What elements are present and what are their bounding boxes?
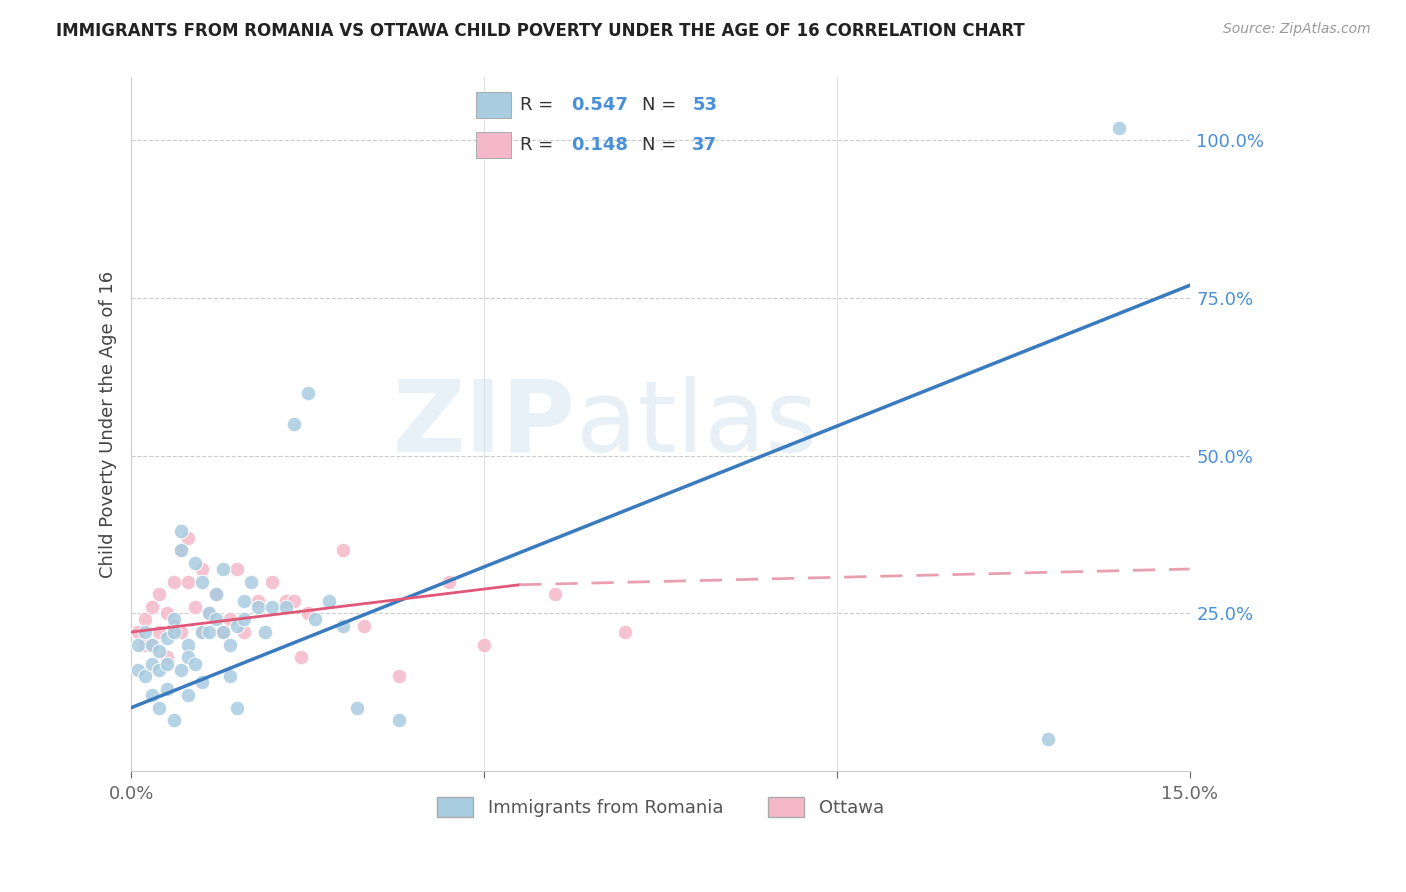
Point [176, 638, 198, 652]
Point [318, 593, 340, 607]
Point [233, 593, 256, 607]
Point [148, 700, 170, 714]
Point [205, 612, 228, 626]
Point [276, 593, 298, 607]
Point [184, 556, 207, 570]
Point [127, 625, 149, 640]
Point [134, 669, 156, 683]
Point [184, 599, 207, 614]
Point [148, 587, 170, 601]
Point [219, 669, 242, 683]
Point [297, 385, 319, 400]
Point [247, 593, 270, 607]
Point [176, 688, 198, 702]
Point [162, 625, 184, 640]
Point [198, 606, 221, 620]
Point [212, 625, 235, 640]
Point [233, 612, 256, 626]
Point [276, 599, 298, 614]
Point [388, 713, 411, 727]
Point [283, 593, 305, 607]
Point [191, 625, 214, 640]
Point [162, 574, 184, 589]
Point [219, 638, 242, 652]
Point [155, 657, 177, 671]
Point [205, 587, 228, 601]
Point [191, 574, 214, 589]
Point [141, 638, 163, 652]
Point [191, 675, 214, 690]
Point [162, 619, 184, 633]
Text: Source: ZipAtlas.com: Source: ZipAtlas.com [1223, 22, 1371, 37]
Point [353, 619, 375, 633]
Text: ZIP: ZIP [392, 376, 575, 473]
Point [169, 524, 191, 539]
Point [148, 644, 170, 658]
Point [233, 625, 256, 640]
Point [155, 632, 177, 646]
Point [198, 606, 221, 620]
Point [191, 562, 214, 576]
Point [148, 663, 170, 677]
Point [247, 599, 270, 614]
Point [219, 612, 242, 626]
Point [127, 638, 149, 652]
Point [169, 625, 191, 640]
Point [290, 650, 312, 665]
Point [262, 599, 284, 614]
Point [155, 681, 177, 696]
Point [162, 612, 184, 626]
Point [198, 625, 221, 640]
Point [184, 657, 207, 671]
Point [262, 574, 284, 589]
Point [127, 663, 149, 677]
Point [176, 531, 198, 545]
Point [297, 606, 319, 620]
Point [614, 625, 637, 640]
Point [304, 612, 326, 626]
Point [212, 562, 235, 576]
Y-axis label: Child Poverty Under the Age of 16: Child Poverty Under the Age of 16 [100, 270, 117, 578]
Point [134, 638, 156, 652]
Point [226, 700, 249, 714]
Point [332, 619, 354, 633]
Point [155, 606, 177, 620]
Point [205, 587, 228, 601]
Text: atlas: atlas [575, 376, 817, 473]
Point [346, 700, 368, 714]
Point [543, 587, 565, 601]
Point [169, 543, 191, 558]
Point [141, 638, 163, 652]
Point [169, 663, 191, 677]
Point [148, 625, 170, 640]
Legend: Immigrants from Romania, Ottawa: Immigrants from Romania, Ottawa [430, 789, 891, 824]
Point [472, 638, 495, 652]
Point [1108, 120, 1130, 135]
Point [162, 713, 184, 727]
Point [283, 417, 305, 431]
Point [212, 625, 235, 640]
Point [388, 669, 411, 683]
Point [254, 625, 277, 640]
Point [141, 688, 163, 702]
Point [240, 574, 263, 589]
Point [226, 619, 249, 633]
Point [176, 574, 198, 589]
Text: IMMIGRANTS FROM ROMANIA VS OTTAWA CHILD POVERTY UNDER THE AGE OF 16 CORRELATION : IMMIGRANTS FROM ROMANIA VS OTTAWA CHILD … [56, 22, 1025, 40]
Point [134, 625, 156, 640]
Point [176, 650, 198, 665]
Point [332, 543, 354, 558]
Point [191, 625, 214, 640]
Point [155, 650, 177, 665]
Point [1038, 732, 1060, 747]
Point [141, 599, 163, 614]
Point [134, 612, 156, 626]
Point [437, 574, 460, 589]
Point [169, 543, 191, 558]
Point [226, 562, 249, 576]
Point [141, 657, 163, 671]
